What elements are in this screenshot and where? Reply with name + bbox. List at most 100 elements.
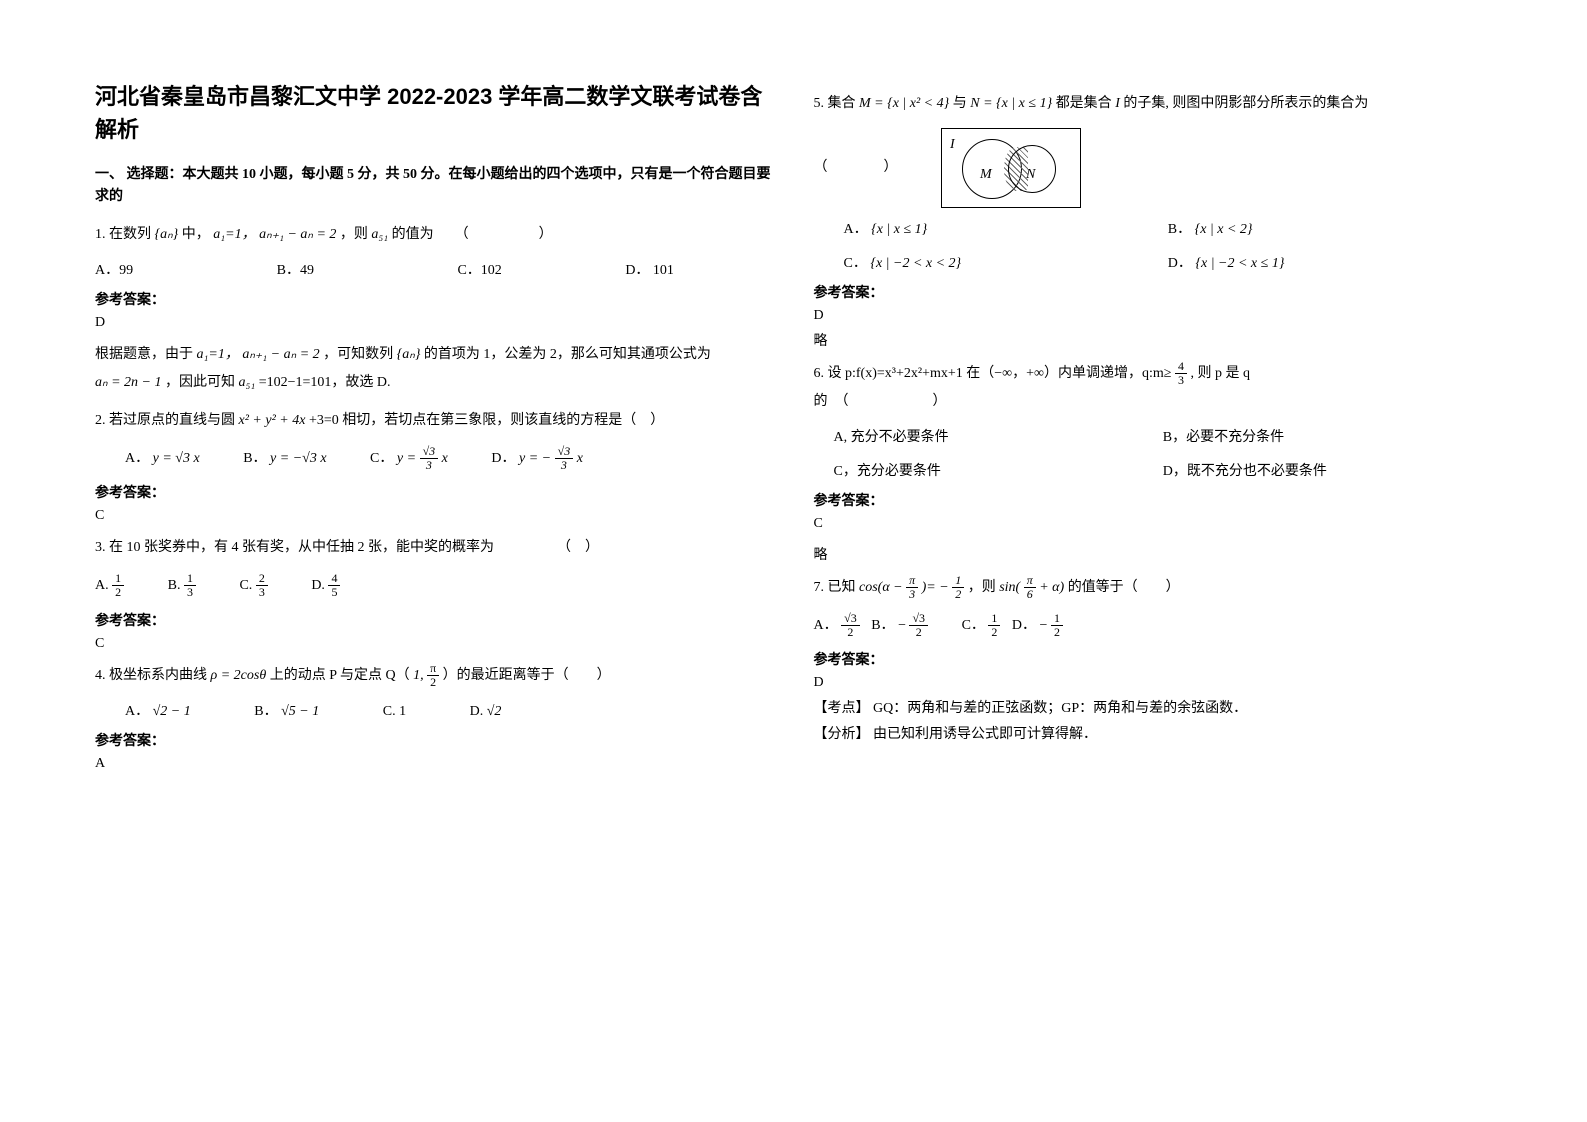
q6-ans-label: 参考答案：	[814, 490, 1493, 510]
q6-ans: C	[814, 516, 1493, 532]
q6-opt-a: A, 充分不必要条件	[834, 426, 1163, 446]
q3-stem: 3. 在 10 张奖券中，有 4 张有奖，从中任抽 2 张，能中奖的概率为 （ …	[95, 540, 599, 555]
q1-expl-c: aₙ₊₁ − aₙ = 2	[242, 347, 319, 362]
q5-stem-c: 都是集合	[1056, 96, 1112, 111]
q3-optb-l: B.	[168, 578, 181, 593]
q7-optd-l: D．	[1012, 618, 1036, 633]
q3-opt-a: A. 12	[95, 572, 124, 599]
q7-lhs-b: )= −	[922, 580, 949, 595]
q7-fx-l: 【分析】	[814, 727, 870, 742]
q1-opt-c: C．102	[457, 259, 501, 279]
q5-optb-m: {x | x < 2}	[1195, 222, 1253, 237]
q6-opt-b: B，必要不充分条件	[1163, 426, 1492, 446]
q7-opt-a: A． √32	[814, 612, 860, 639]
q4-curve: ρ = 2cosθ	[211, 668, 267, 683]
q2-opta-l: A．	[125, 451, 149, 466]
q1-expl-f: 的首项为 1，公差为 2，那么可知其通项公式为	[424, 347, 711, 362]
q3-opt-d: D. 45	[311, 572, 340, 599]
q5-stem-a: 5. 集合	[814, 96, 856, 111]
q2-opt-b: B． y = −√3 x	[243, 447, 326, 467]
q7-rhs-frac: π6	[1024, 574, 1036, 601]
q7-kd: 【考点】 GQ：两角和与差的正弦函数；GP：两角和与差的余弦函数．	[814, 697, 1493, 717]
left-column: 河北省秦皇岛市昌黎汇文中学 2022-2023 学年高二数学文联考试卷含解析 一…	[95, 80, 774, 1042]
q5-opt-c: C． {x | −2 < x < 2}	[844, 252, 1168, 272]
q6-opt-d: D，既不充分也不必要条件	[1163, 460, 1492, 480]
q7-options: A． √32 B． − √32 C． 12 D． − 12	[814, 612, 1493, 639]
q7-lhs: cos(α − π3 )= − 12	[859, 580, 968, 595]
q2-ans-label: 参考答案：	[95, 482, 774, 502]
q3-optc-l: C.	[239, 578, 252, 593]
q1-expl-i: a₅₁	[238, 375, 255, 390]
q5-i: I	[1115, 96, 1120, 111]
q3-opta-l: A.	[95, 578, 109, 593]
question-3: 3. 在 10 张奖券中，有 4 张有奖，从中任抽 2 张，能中奖的概率为 （ …	[95, 534, 774, 562]
q2-opt-a: A． y = √3 x	[125, 447, 200, 467]
q7-lhs-frac1: π3	[906, 574, 918, 601]
q1-opt-a: A．99	[95, 259, 133, 279]
q2-optd-m: y = − √33 x	[519, 451, 583, 466]
q1-expl-j: =102−1=101，故选 D.	[259, 375, 391, 390]
question-6: 6. 设 p:f(x)=x³+2x²+mx+1 在（−∞，+∞）内单调递增，q:…	[814, 360, 1493, 416]
q5-m: M = {x | x² < 4}	[859, 96, 949, 111]
q2-options: A． y = √3 x B． y = −√3 x C． y = √33 x D．…	[125, 445, 774, 472]
q2-ans: C	[95, 508, 774, 524]
q3-opt-c: C. 23	[239, 572, 267, 599]
question-4: 4. 极坐标系内曲线 ρ = 2cosθ 上的动点 P 与定点 Q（ 1, π2…	[95, 662, 774, 690]
q1-stem-c: ，则	[340, 227, 368, 242]
q4-opt-c: C. 1	[383, 704, 406, 720]
q5-n: N = {x | x ≤ 1}	[970, 96, 1052, 111]
q6-stem-c: 的 （ ）	[814, 394, 947, 409]
q1-seq: {aₙ}	[155, 227, 179, 242]
q1-options: A．99 B．49 C．102 D． 101	[95, 259, 774, 279]
q7-ans: D	[814, 675, 1493, 691]
q2-optc-m: y = √33 x	[397, 451, 448, 466]
q1-ans-label: 参考答案：	[95, 289, 774, 309]
q2-stem2: +3=0 相切，若切点在第三象限，则该直线的方程是（ ）	[309, 413, 664, 428]
q1-expl-d: ，可知数列	[323, 347, 393, 362]
q7-opta-frac: √32	[841, 612, 860, 639]
q4-stem-a: 4. 极坐标系内曲线	[95, 668, 207, 683]
q7-opt-d: D． − 12	[1012, 612, 1063, 639]
q7-optc-frac: 12	[988, 612, 1000, 639]
q1-rec: aₙ₊₁ − aₙ = 2	[259, 227, 336, 242]
q7-stem-c: 的值等于（ ）	[1068, 580, 1180, 595]
q2-optc-l: C．	[370, 451, 393, 466]
q1-opt-d: D． 101	[625, 259, 674, 279]
q3-optd-l: D.	[311, 578, 325, 593]
q3-optb-frac: 13	[184, 572, 196, 599]
q4-opta-l: A．	[125, 704, 149, 719]
q5-paren: （ ）	[814, 160, 898, 175]
q7-opt-b: B． − √32	[871, 612, 928, 639]
q1-expl-g: aₙ = 2n − 1	[95, 375, 161, 390]
q4-opt-d: D. √2	[470, 704, 502, 720]
q1-stem-d: 的值为 （ ）	[392, 227, 553, 242]
q1-stem-b: 中，	[182, 227, 210, 242]
q7-rhs: sin( π6 + α)	[999, 580, 1067, 595]
q3-opt-b: B. 13	[168, 572, 196, 599]
venn-label-i: I	[950, 131, 955, 159]
right-column: 5. 集合 M = {x | x² < 4} 与 N = {x | x ≤ 1}…	[814, 80, 1493, 1042]
q2-optd-l: D．	[491, 451, 515, 466]
q5-ans: D	[814, 308, 1493, 324]
q2-optb-l: B．	[243, 451, 266, 466]
q4-pt-1: 1,	[413, 668, 424, 683]
q7-kd-t: GQ：两角和与差的正弦函数；GP：两角和与差的余弦函数．	[873, 701, 1247, 716]
q7-opt-c: C． 12	[962, 612, 1001, 639]
venn-label-n: N	[1026, 161, 1035, 189]
q5-opt-d: D． {x | −2 < x ≤ 1}	[1168, 252, 1492, 272]
question-7: 7. 已知 cos(α − π3 )= − 12 ，则 sin( π6 + α)…	[814, 574, 1493, 602]
q5-opta-m: {x | x ≤ 1}	[871, 222, 927, 237]
q3-ans-label: 参考答案：	[95, 610, 774, 630]
q5-optc-m: {x | −2 < x < 2}	[870, 256, 961, 271]
q6-stem-a: 6. 设 p:f(x)=x³+2x²+mx+1 在（−∞，+∞）内单调递增，q:…	[814, 366, 1172, 381]
venn-label-m: M	[980, 161, 992, 189]
q6-opt-c: C，充分必要条件	[834, 460, 1163, 480]
q4-pt-frac: π2	[427, 662, 439, 689]
q2-opta-m: y = √3 x	[153, 451, 200, 466]
q1-stem-a: 1. 在数列	[95, 227, 151, 242]
q7-kd-l: 【考点】	[814, 701, 870, 716]
q6-stem-b: , 则 p 是 q	[1190, 366, 1250, 381]
question-5: 5. 集合 M = {x | x² < 4} 与 N = {x | x ≤ 1}…	[814, 90, 1493, 118]
q5-venn-row: （ ） I M N	[814, 128, 1493, 208]
q5-stem-b: 与	[953, 96, 967, 111]
